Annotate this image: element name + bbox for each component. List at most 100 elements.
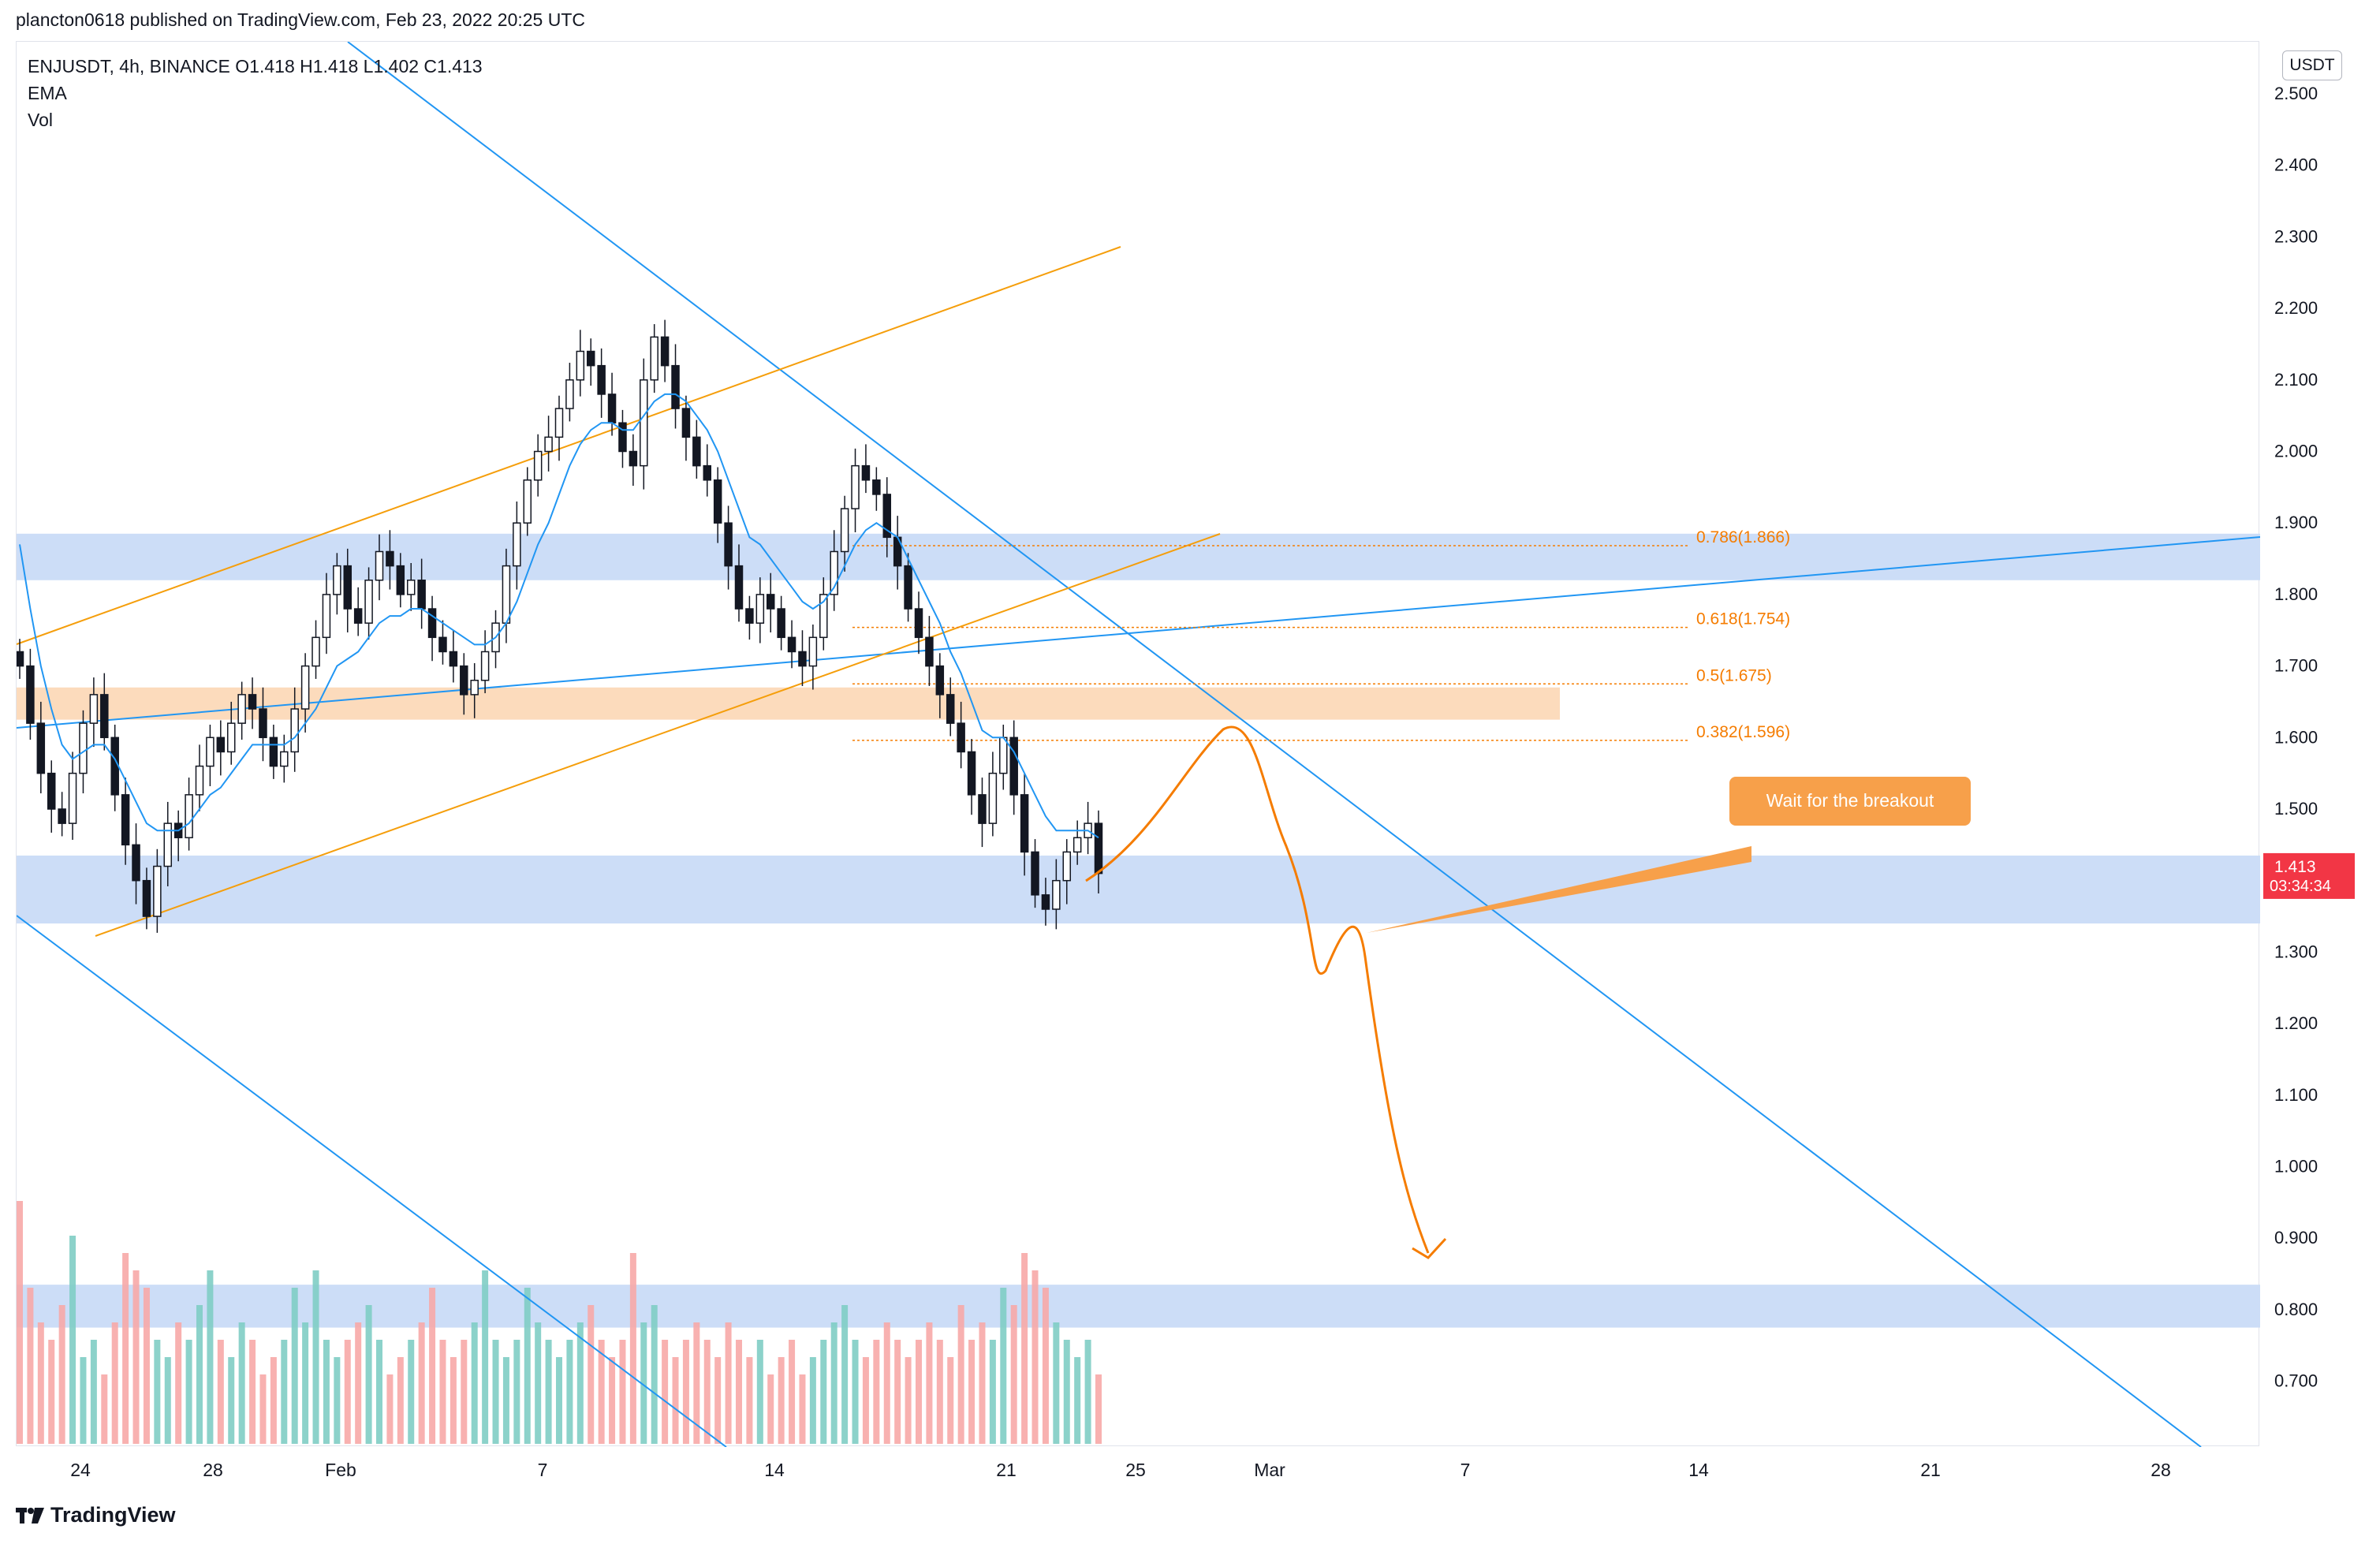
candle-up (280, 751, 289, 767)
price-tick-label: 1.000 (2274, 1157, 2318, 1177)
candle-down (396, 565, 405, 595)
volume-bar-down (122, 1253, 129, 1444)
volume-bar-down (609, 1357, 616, 1444)
candle-up (470, 679, 479, 696)
volume-bar-down (344, 1340, 351, 1444)
volume-bar-up (291, 1288, 298, 1444)
time-axis[interactable]: 24 28 Feb 7 14 21 25 Mar 7 14 21 28 (16, 1446, 2260, 1494)
volume-bar-up (756, 1340, 763, 1444)
volume-bar-up (566, 1340, 573, 1444)
fib-label: 0.382(1.596) (1696, 723, 1790, 741)
price-tick-label: 2.400 (2274, 155, 2318, 175)
candle-down (914, 608, 923, 639)
volume-bar-down (27, 1288, 34, 1444)
volume-bar-up (576, 1322, 584, 1444)
descending-trendline-upper (347, 42, 2202, 1447)
currency-button[interactable]: USDT (2282, 50, 2342, 80)
volume-bar-down (598, 1340, 605, 1444)
volume-bar-up (820, 1340, 827, 1444)
zone-blue (17, 533, 2260, 580)
volume-bar-up (482, 1270, 489, 1444)
candle-down (798, 651, 807, 667)
volume-bar-down (714, 1357, 722, 1444)
callout-pointer (1367, 846, 1751, 933)
price-tick-label: 2.500 (2274, 84, 2318, 103)
candle-up (237, 694, 246, 724)
candle-down (110, 737, 119, 796)
candle-down (1094, 822, 1103, 875)
candle-down (417, 580, 426, 610)
candle-down (100, 694, 109, 739)
volume-bar-down (672, 1357, 679, 1444)
volume-bar-down (682, 1340, 689, 1444)
candle-up (480, 651, 490, 681)
candle-down (47, 772, 56, 810)
candle-up (999, 737, 1008, 774)
volume-bar-up (164, 1357, 171, 1444)
time-tick-label: 21 (996, 1460, 1017, 1480)
footer-brand[interactable]: TradingView (16, 1503, 176, 1527)
candle-down (734, 565, 744, 610)
volume-bar-down (259, 1374, 267, 1444)
candle-up (851, 464, 860, 509)
candle-down (121, 794, 130, 846)
volume-bar-up (312, 1270, 319, 1444)
volume-bar-down (894, 1340, 901, 1444)
volume-bar-down (143, 1288, 150, 1444)
candle-down (1009, 737, 1018, 796)
time-tick-label: 7 (538, 1460, 548, 1480)
candle-down (353, 608, 363, 624)
candle-down (438, 636, 447, 653)
candle-down (460, 665, 468, 696)
time-tick-label: 14 (1688, 1460, 1709, 1480)
candle-down (872, 479, 881, 495)
chart-frame[interactable]: 0.786(1.866) 0.618(1.754) 0.5(1.675) 0.382(… (16, 41, 2260, 1447)
volume-bar-up (556, 1357, 562, 1444)
candle-up (333, 565, 341, 595)
price-tick-label: 0.800 (2274, 1300, 2318, 1319)
volume-bar-up (1000, 1288, 1007, 1444)
price-tick-label: 1.800 (2274, 584, 2318, 604)
price-chart[interactable]: 0.786(1.866) 0.618(1.754) 0.5(1.675) 0.382(… (17, 42, 2260, 1447)
candle-up (819, 594, 828, 639)
volume-bar-down (217, 1340, 224, 1444)
callout-text: Wait for the breakout (1766, 790, 1934, 811)
volume-bar-down (725, 1322, 732, 1444)
volume-bar-down (799, 1374, 806, 1444)
price-tick-label: 1.700 (2274, 656, 2318, 676)
candle-up (68, 772, 77, 824)
price-tick-label: 2.300 (2274, 226, 2318, 246)
candle-up (79, 722, 88, 774)
candle-down (703, 464, 712, 481)
volume-bar-up (408, 1340, 415, 1444)
candle-up (300, 665, 310, 710)
legend-ema[interactable]: EMA (28, 83, 67, 103)
candle-up (808, 636, 818, 667)
candle-down (618, 422, 627, 453)
volume-bar-down (947, 1357, 954, 1444)
annotation-callout[interactable]: Wait for the breakout (1367, 777, 1971, 933)
legend-symbol[interactable]: ENJUSDT, 4h, BINANCE O1.418 H1.418 L1.40… (28, 56, 483, 76)
volume-bar-down (132, 1270, 140, 1444)
legend-vol[interactable]: Vol (28, 110, 53, 130)
publish-header: plancton0618 published on TradingView.co… (16, 9, 586, 30)
volume-bar-down (936, 1340, 943, 1444)
candle-down (861, 464, 871, 481)
volume-bar-down (736, 1340, 742, 1444)
volume-bar-down (979, 1322, 986, 1444)
candle-up (375, 550, 384, 581)
candle-up (406, 580, 416, 595)
candle-down (142, 879, 151, 917)
candle-down (216, 737, 226, 753)
volume-bar-down (1031, 1270, 1039, 1444)
volume-bar-up (524, 1288, 531, 1444)
candle-up (206, 737, 214, 767)
price-axis[interactable]: 2.500 2.400 2.300 2.200 2.100 2.000 1.900 1.800… (2260, 41, 2380, 1446)
candle-down (724, 522, 733, 567)
time-tick-label: 24 (70, 1460, 91, 1480)
volume-bar-down (429, 1288, 436, 1444)
candle-down (343, 565, 353, 610)
volume-bar-down (916, 1340, 922, 1444)
volume-bar-down (926, 1322, 933, 1444)
channel-upper-line (17, 246, 1121, 645)
